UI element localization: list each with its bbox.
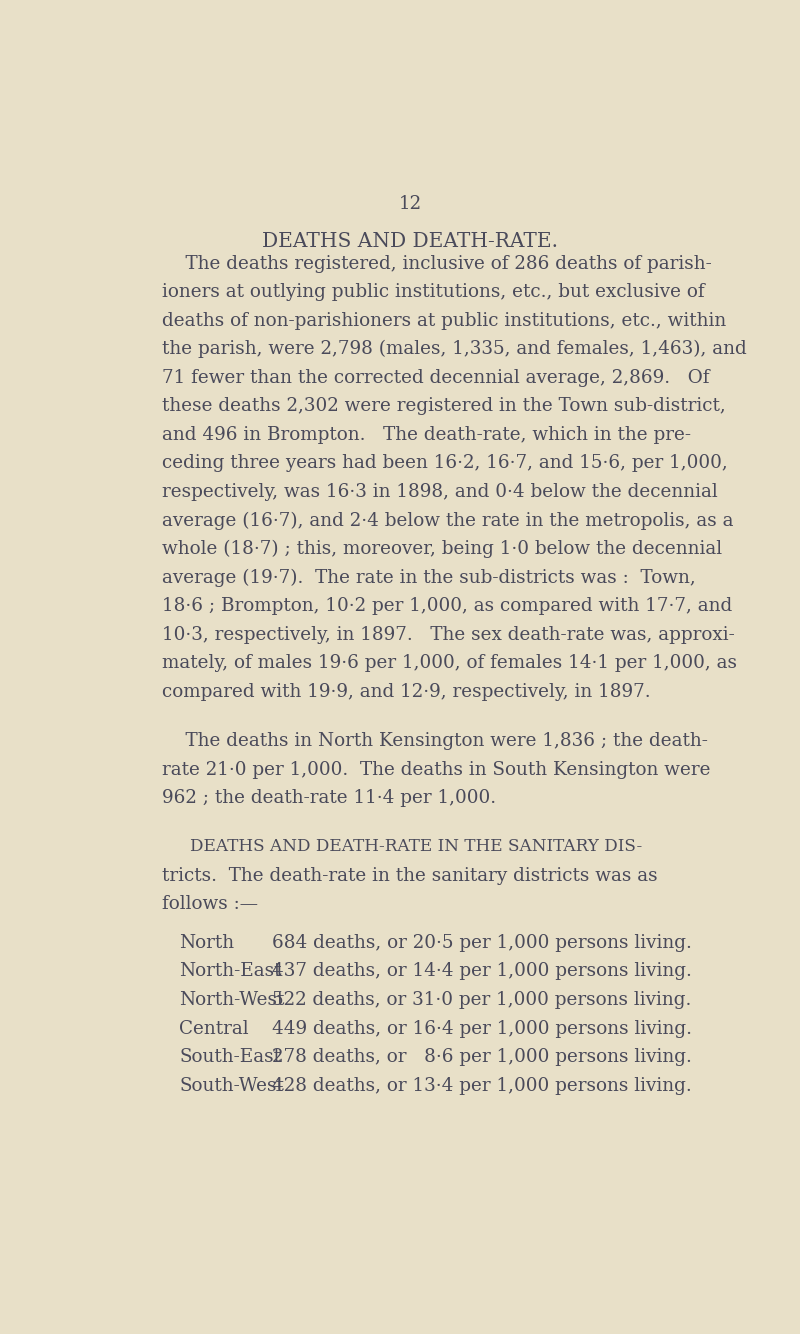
Text: follows :—: follows :— <box>162 895 258 914</box>
Text: average (16·7), and 2·4 below the rate in the metropolis, as a: average (16·7), and 2·4 below the rate i… <box>162 511 734 530</box>
Text: North-East: North-East <box>179 962 282 980</box>
Text: The deaths in North Kensington were 1,836 ; the death-: The deaths in North Kensington were 1,83… <box>162 732 708 750</box>
Text: South-West: South-West <box>179 1077 284 1095</box>
Text: Central: Central <box>179 1019 249 1038</box>
Text: mately, of males 19·6 per 1,000, of females 14·1 per 1,000, as: mately, of males 19·6 per 1,000, of fema… <box>162 655 737 672</box>
Text: and 496 in Brompton.   The death-rate, which in the pre-: and 496 in Brompton. The death-rate, whi… <box>162 426 691 444</box>
Text: 449 deaths, or 16·4 per 1,000 persons living.: 449 deaths, or 16·4 per 1,000 persons li… <box>272 1019 692 1038</box>
Text: respectively, was 16·3 in 1898, and 0·4 below the decennial: respectively, was 16·3 in 1898, and 0·4 … <box>162 483 718 502</box>
Text: 71 fewer than the corrected decennial average, 2,869.   Of: 71 fewer than the corrected decennial av… <box>162 368 710 387</box>
Text: 684 deaths, or 20·5 per 1,000 persons living.: 684 deaths, or 20·5 per 1,000 persons li… <box>272 934 692 952</box>
Text: DEATHS AND DEATH-RATE IN THE SANITARY DIS-: DEATHS AND DEATH-RATE IN THE SANITARY DI… <box>190 838 642 855</box>
Text: whole (18·7) ; this, moreover, being 1·0 below the decennial: whole (18·7) ; this, moreover, being 1·0… <box>162 540 722 559</box>
Text: North-West: North-West <box>179 991 285 1009</box>
Text: these deaths 2,302 were registered in the Town sub-district,: these deaths 2,302 were registered in th… <box>162 398 726 415</box>
Text: average (19·7).  The rate in the sub-districts was :  Town,: average (19·7). The rate in the sub-dist… <box>162 568 696 587</box>
Text: South-East: South-East <box>179 1049 282 1066</box>
Text: tricts.  The death-rate in the sanitary districts was as: tricts. The death-rate in the sanitary d… <box>162 867 658 884</box>
Text: 18·6 ; Brompton, 10·2 per 1,000, as compared with 17·7, and: 18·6 ; Brompton, 10·2 per 1,000, as comp… <box>162 598 732 615</box>
Text: rate 21·0 per 1,000.  The deaths in South Kensington were: rate 21·0 per 1,000. The deaths in South… <box>162 760 710 779</box>
Text: DEATHS AND DEATH-RATE.: DEATHS AND DEATH-RATE. <box>262 232 558 251</box>
Text: 428 deaths, or 13·4 per 1,000 persons living.: 428 deaths, or 13·4 per 1,000 persons li… <box>272 1077 692 1095</box>
Text: The deaths registered, inclusive of 286 deaths of parish-: The deaths registered, inclusive of 286 … <box>162 255 712 272</box>
Text: 12: 12 <box>398 195 422 213</box>
Text: 10·3, respectively, in 1897.   The sex death-rate was, approxi-: 10·3, respectively, in 1897. The sex dea… <box>162 626 734 644</box>
Text: 522 deaths, or 31·0 per 1,000 persons living.: 522 deaths, or 31·0 per 1,000 persons li… <box>272 991 692 1009</box>
Text: compared with 19·9, and 12·9, respectively, in 1897.: compared with 19·9, and 12·9, respective… <box>162 683 650 700</box>
Text: North: North <box>179 934 234 952</box>
Text: 962 ; the death-rate 11·4 per 1,000.: 962 ; the death-rate 11·4 per 1,000. <box>162 790 496 807</box>
Text: deaths of non-parishioners at public institutions, etc., within: deaths of non-parishioners at public ins… <box>162 312 726 329</box>
Text: the parish, were 2,798 (males, 1,335, and females, 1,463), and: the parish, were 2,798 (males, 1,335, an… <box>162 340 746 359</box>
Text: 437 deaths, or 14·4 per 1,000 persons living.: 437 deaths, or 14·4 per 1,000 persons li… <box>272 962 692 980</box>
Text: ceding three years had been 16·2, 16·7, and 15·6, per 1,000,: ceding three years had been 16·2, 16·7, … <box>162 455 728 472</box>
Text: 278 deaths, or   8·6 per 1,000 persons living.: 278 deaths, or 8·6 per 1,000 persons liv… <box>272 1049 692 1066</box>
Text: ioners at outlying public institutions, etc., but exclusive of: ioners at outlying public institutions, … <box>162 283 705 301</box>
